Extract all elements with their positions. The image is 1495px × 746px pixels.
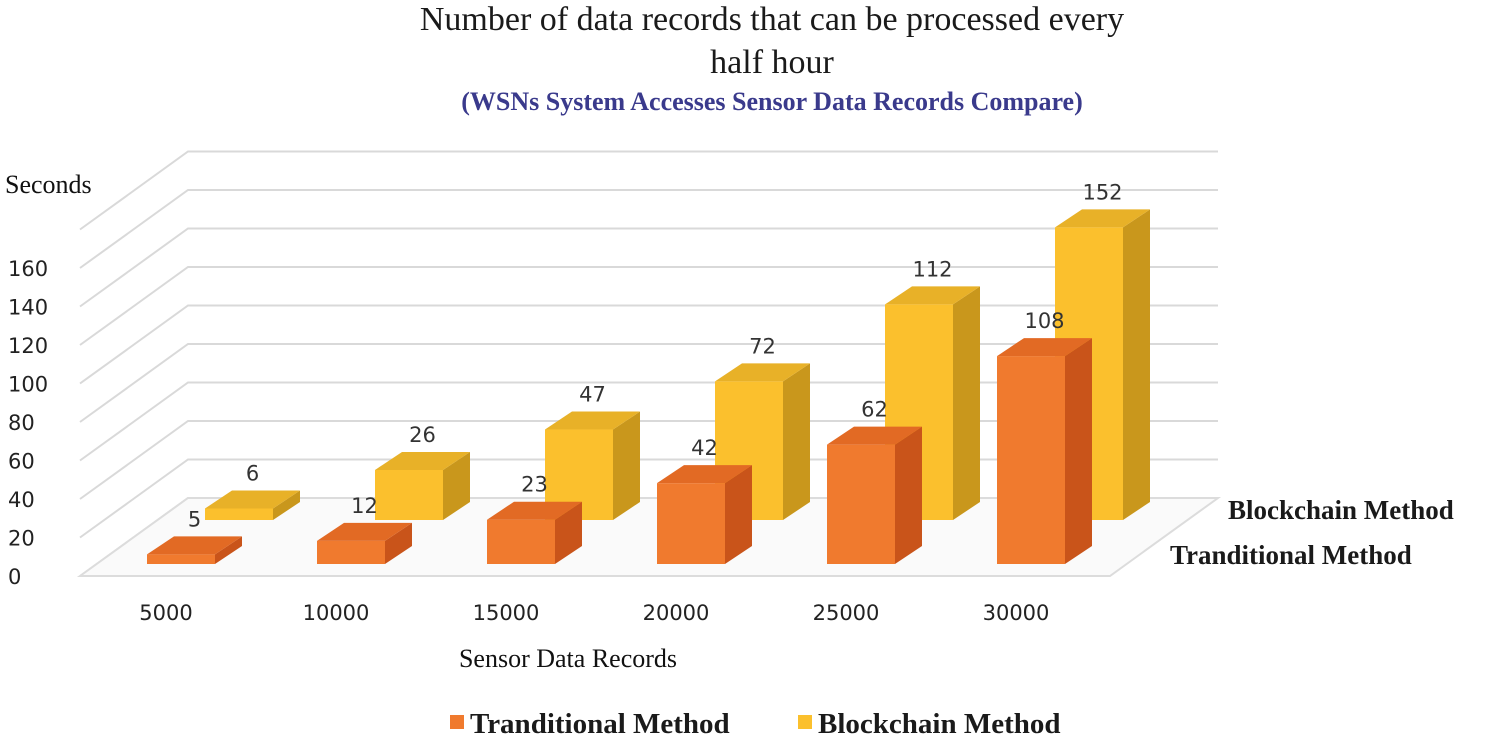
data-label: 47: [579, 383, 606, 407]
bar-side: [1065, 338, 1092, 564]
legend-swatch-traditional: [450, 715, 464, 729]
gridline: [79, 266, 1218, 346]
bar-face: [657, 483, 725, 564]
depth-label-blockchain: Blockchain Method: [1228, 495, 1454, 525]
y-tick-label: 160: [8, 257, 48, 281]
bar-blockchain-method: [205, 490, 300, 520]
data-label: 72: [749, 334, 776, 358]
chart-title-line-1: Number of data records that can be proce…: [420, 1, 1124, 38]
legend: Tranditional Method Blockchain Method: [450, 708, 1061, 740]
bar-tranditional-method: [827, 426, 922, 564]
gridline: [79, 343, 1218, 423]
gridline: [79, 381, 1218, 462]
bar-side: [443, 451, 470, 520]
chart-title-line-2: half hour: [710, 44, 834, 81]
bar-face: [317, 540, 385, 564]
legend-label-blockchain: Blockchain Method: [818, 708, 1061, 740]
bar-top: [545, 411, 640, 430]
data-label: 152: [1082, 180, 1122, 204]
bar-side: [783, 363, 810, 520]
x-tick-label: 20000: [643, 601, 710, 625]
bar-top: [715, 363, 810, 382]
bar-top: [487, 501, 582, 520]
x-tick-label: 15000: [473, 601, 540, 625]
gridline: [79, 150, 1218, 231]
bar-side: [273, 490, 300, 520]
data-label: 12: [351, 494, 378, 518]
gridline: [79, 304, 1218, 385]
bar-side: [725, 465, 752, 564]
data-label: 23: [521, 473, 548, 497]
bar-side: [215, 536, 242, 564]
bar-top: [375, 451, 470, 470]
data-label: 5: [188, 507, 201, 531]
y-tick-label: 40: [8, 488, 35, 512]
bar-tranditional-method: [147, 536, 242, 564]
bar-side: [613, 411, 640, 520]
chart-subtitle: (WSNs System Accesses Sensor Data Record…: [461, 87, 1083, 116]
data-label: 6: [246, 461, 259, 485]
gridline: [79, 189, 1218, 269]
data-label: 42: [691, 436, 718, 460]
bar-top: [147, 536, 242, 555]
bars: [147, 209, 1150, 564]
bar-top: [827, 426, 922, 445]
bar-top: [885, 286, 980, 305]
gridline: [79, 227, 1218, 308]
x-tick-label: 5000: [139, 601, 192, 625]
x-tick-label: 10000: [303, 601, 370, 625]
bar-face: [375, 469, 443, 520]
bar-side: [953, 286, 980, 520]
bar-side: [555, 501, 582, 564]
y-tick-label: 60: [8, 450, 35, 474]
y-tick-label: 100: [8, 373, 48, 397]
depth-label-traditional: Tranditional Method: [1170, 540, 1412, 570]
data-label: 62: [861, 398, 888, 422]
bar-blockchain-method: [375, 451, 470, 520]
bar-side: [895, 426, 922, 564]
legend-swatch-blockchain: [798, 715, 812, 729]
x-tick-label: 25000: [813, 601, 880, 625]
data-label: 108: [1024, 309, 1064, 333]
y-tick-label: 140: [8, 296, 48, 320]
bar-tranditional-method: [317, 522, 412, 564]
bar-tranditional-method: [487, 501, 582, 564]
bar-face: [997, 356, 1065, 564]
bar-tranditional-method: [657, 465, 752, 564]
bar-face: [205, 508, 273, 520]
y-tick-labels: 0 20 40 60 80 100 120 140 160: [8, 257, 48, 589]
y-axis-title: Seconds: [5, 170, 92, 199]
bar-side: [1123, 209, 1150, 520]
bar-top: [657, 465, 752, 484]
x-tick-label: 30000: [983, 601, 1050, 625]
bar-face: [827, 444, 895, 564]
bar-face: [487, 519, 555, 564]
y-tick-label: 20: [8, 527, 35, 551]
legend-label-traditional: Tranditional Method: [470, 708, 730, 740]
bar-side: [385, 522, 412, 564]
gridline: [79, 420, 1218, 500]
bar-tranditional-method: [997, 338, 1092, 564]
data-label: 26: [409, 423, 436, 447]
data-labels: 6 26 47 72 112 152 5 12 23 42 62 108: [188, 180, 1123, 531]
x-tick-labels: 5000 10000 15000 20000 25000 30000: [139, 601, 1049, 625]
bar-top: [1055, 209, 1150, 228]
bar-face: [147, 554, 215, 564]
bar-top: [205, 490, 300, 509]
bar-top: [997, 338, 1092, 357]
y-tick-label: 0: [8, 565, 21, 589]
bar-top: [317, 522, 412, 541]
x-axis-title: Sensor Data Records: [459, 644, 677, 673]
y-tick-label: 80: [8, 411, 35, 435]
data-label: 112: [912, 257, 952, 281]
y-tick-label: 120: [8, 334, 48, 358]
